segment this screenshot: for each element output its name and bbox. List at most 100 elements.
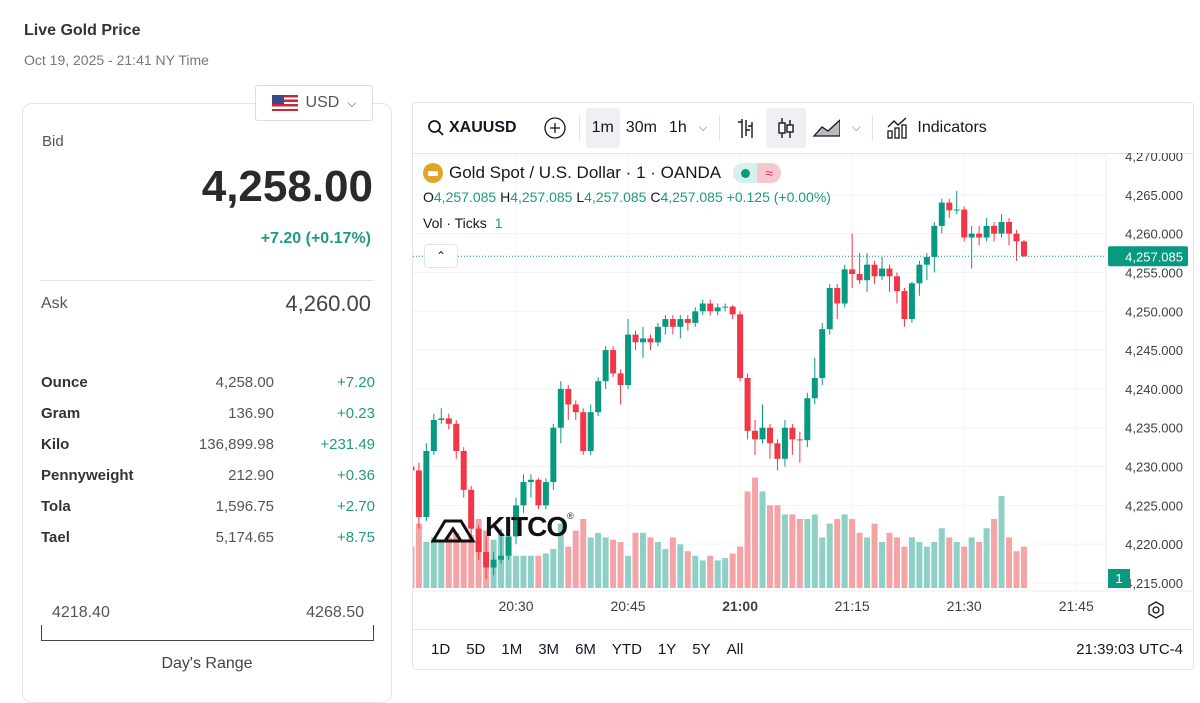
range-button-5d[interactable]: 5D	[466, 641, 486, 658]
range-button-all[interactable]: All	[726, 641, 744, 658]
time-axis-label: 21:30	[947, 598, 982, 614]
clock-timezone[interactable]: 21:39:03 UTC-4	[1076, 641, 1183, 658]
volume-bar	[737, 546, 744, 588]
divider	[41, 280, 373, 281]
chart-type-chevron-icon[interactable]: ⌵	[852, 121, 861, 134]
candle-body	[520, 482, 527, 506]
volume-bar	[893, 537, 900, 588]
volume-value: 1	[494, 215, 503, 231]
volume-legend: Vol · Ticks 1	[423, 215, 502, 231]
volume-bar	[639, 532, 646, 588]
interval-dropdown-chevron-icon[interactable]: ⌵	[698, 121, 708, 134]
chart-legend-title: Gold Spot / U.S. Dollar · 1 · OANDA ≈	[423, 163, 782, 183]
area-chart-icon	[812, 119, 841, 137]
interval-1h[interactable]: 1h	[668, 119, 687, 136]
volume-bar	[961, 546, 968, 588]
interval-30m[interactable]: 30m	[625, 119, 657, 136]
symbol-search-button[interactable]: XAUUSD	[421, 108, 523, 148]
bid-price: 4,258.00	[201, 162, 373, 211]
interval-1m[interactable]: 1m	[585, 108, 620, 148]
volume-bar	[542, 553, 549, 588]
range-button-1m[interactable]: 1M	[501, 641, 523, 658]
price-axis-label: 4,220.000	[1125, 537, 1183, 552]
range-button-3m[interactable]: 3M	[538, 641, 560, 658]
candle-body	[535, 479, 542, 506]
volume-bar	[908, 537, 915, 588]
indicators-button[interactable]: Indicators	[879, 108, 992, 148]
candle-body	[916, 264, 923, 284]
candle-body	[796, 439, 803, 441]
candle-body	[684, 319, 691, 323]
range-button-1y[interactable]: 1Y	[657, 641, 677, 658]
volume-bar	[1013, 551, 1020, 588]
compare-button[interactable]	[537, 108, 573, 148]
chart-settings-button[interactable]	[1146, 591, 1166, 629]
divider	[413, 153, 1193, 154]
volume-bar	[557, 523, 564, 588]
volume-bar	[527, 555, 534, 588]
candle-body	[707, 303, 714, 312]
range-high: 4268.50	[306, 604, 364, 621]
candle-body	[557, 388, 564, 428]
candle-body	[430, 419, 437, 452]
collapse-legend-button[interactable]: ⌃	[424, 244, 458, 268]
area-chart-type-button[interactable]	[806, 108, 846, 148]
volume-bar	[445, 537, 452, 588]
unit-name: Gram	[41, 405, 81, 422]
volume-bar	[991, 519, 998, 588]
candle-body	[565, 388, 572, 405]
candle-body	[879, 268, 886, 277]
time-axis-label: 20:30	[498, 598, 533, 614]
candle-chart-type-button[interactable]	[766, 108, 807, 148]
volume-bar	[505, 555, 512, 588]
volume-bar	[796, 519, 803, 588]
volume-bar	[647, 537, 654, 588]
close-value: 4,257.085	[660, 189, 723, 205]
volume-bar	[460, 542, 467, 588]
unit-name: Tael	[41, 529, 70, 546]
candle-body	[811, 378, 818, 399]
ask-label: Ask	[41, 295, 68, 312]
candle-body	[625, 334, 632, 386]
volume-bar	[677, 544, 684, 588]
candle-body	[413, 466, 415, 471]
range-button-1d[interactable]: 1D	[431, 641, 451, 658]
candle-body	[931, 225, 938, 257]
range-button-6m[interactable]: 6M	[575, 641, 596, 658]
range-button-5y[interactable]: 5Y	[692, 641, 711, 658]
unit-name: Pennyweight	[41, 467, 134, 484]
candle-body	[438, 418, 445, 420]
volume-bar	[722, 558, 729, 588]
candle-body	[871, 264, 878, 277]
candle-body	[983, 225, 990, 238]
settings-icon	[1148, 601, 1164, 619]
candle-body	[654, 326, 661, 343]
candle-body	[864, 264, 871, 281]
price-chart[interactable]: 4,270.0004,265.0004,260.0004,255.0004,25…	[413, 153, 1193, 623]
candle-body	[849, 269, 856, 275]
range-button-ytd[interactable]: YTD	[611, 641, 642, 658]
volume-bar	[766, 505, 773, 588]
unit-row: Kilo 136,899.98 +231.49	[41, 436, 375, 460]
volume-bar	[587, 537, 594, 588]
price-axis-label: 4,255.000	[1125, 265, 1183, 280]
bar-chart-type-button[interactable]	[726, 108, 766, 148]
currency-select[interactable]: USD ⌵	[255, 85, 373, 121]
last-volume-badge	[1108, 569, 1130, 588]
volume-bar	[759, 491, 766, 588]
volume-bar	[453, 532, 460, 588]
volume-label: Vol · Ticks	[423, 215, 487, 231]
watermark-text: KITCO	[485, 511, 568, 542]
ohlc-values: O4,257.085 H4,257.085 L4,257.085 C4,257.…	[423, 189, 831, 205]
volume-bar	[438, 539, 445, 588]
volume-bar	[625, 555, 632, 588]
unit-change: +231.49	[320, 436, 375, 453]
volume-bar	[632, 532, 639, 588]
volume-bar	[901, 546, 908, 588]
chevron-up-icon: ⌃	[435, 249, 447, 263]
price-axis-label: 4,250.000	[1125, 304, 1183, 319]
candle-body	[781, 427, 788, 459]
volume-bar	[864, 537, 871, 588]
high-value: 4,257.085	[510, 189, 573, 205]
volume-bar	[804, 519, 811, 588]
